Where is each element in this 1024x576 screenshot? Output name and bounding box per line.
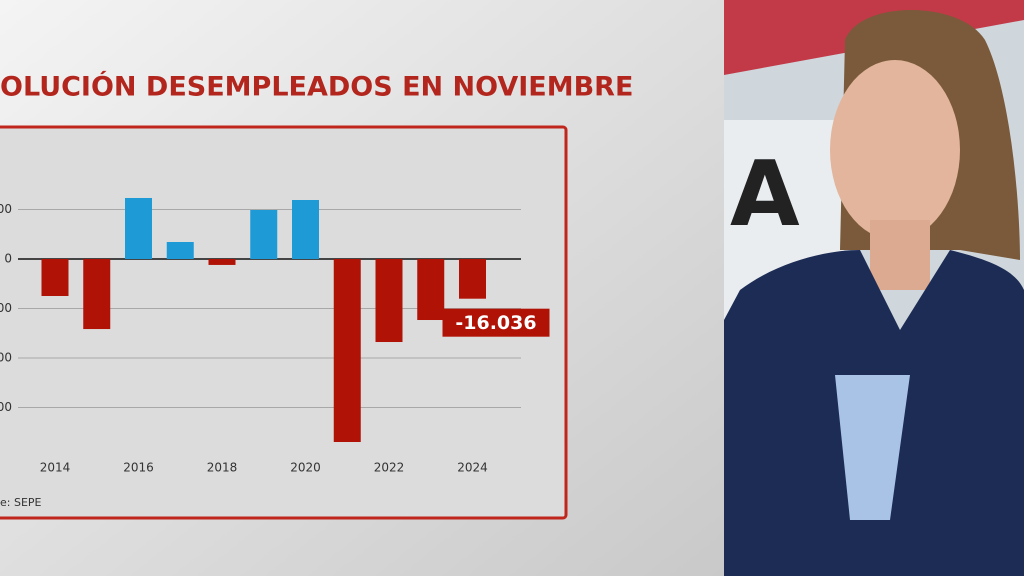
x-tick-label: 2014 xyxy=(40,461,71,475)
bar xyxy=(417,259,445,321)
bar xyxy=(208,259,236,265)
y-tick-label: 000 xyxy=(0,301,12,315)
x-tick-label: 2018 xyxy=(207,461,238,475)
y-tick-label: 000 xyxy=(0,351,12,365)
x-tick-label: 2022 xyxy=(374,461,405,475)
bar xyxy=(166,241,194,259)
x-tick-label: 2016 xyxy=(123,461,154,475)
x-tick-label: 2024 xyxy=(457,461,488,475)
source-note: e: SEPE xyxy=(0,496,42,509)
bar xyxy=(459,259,486,299)
studio-video: A xyxy=(724,0,1024,576)
y-tick-label: 000 xyxy=(0,202,12,216)
bar xyxy=(83,259,111,330)
bar xyxy=(250,209,278,259)
bar xyxy=(41,259,69,297)
bar xyxy=(375,259,403,343)
bar xyxy=(333,259,361,443)
chart-title: OLUCIÓN DESEMPLEADOS EN NOVIEMBRE xyxy=(0,71,633,103)
y-tick-label: 0 xyxy=(4,252,12,266)
y-tick-label: 000 xyxy=(0,400,12,414)
plot: 0000000000000201420162018202020222024-16… xyxy=(0,197,550,475)
bar xyxy=(125,197,152,259)
value-label: -16.036 xyxy=(455,312,536,334)
svg-text:A: A xyxy=(730,142,800,247)
bar xyxy=(292,199,319,259)
x-tick-label: 2020 xyxy=(290,461,321,475)
value-label-box xyxy=(442,308,550,337)
